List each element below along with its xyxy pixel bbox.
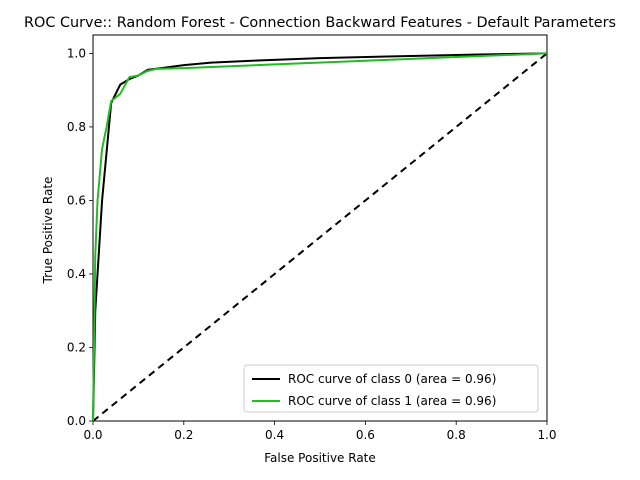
y-tick-label: 0.4 bbox=[67, 267, 86, 281]
plot-area bbox=[92, 34, 548, 422]
x-tick-label: 0.8 bbox=[447, 428, 466, 442]
chart-title: ROC Curve:: Random Forest - Connection B… bbox=[24, 15, 616, 31]
y-axis-label: True Positive Rate bbox=[41, 177, 55, 285]
roc-series-line-1 bbox=[92, 52, 548, 422]
legend: ROC curve of class 0 (area = 0.96) ROC cu… bbox=[243, 364, 539, 413]
x-tick-label: 0.6 bbox=[356, 428, 375, 442]
y-tick-label: 0.8 bbox=[67, 120, 86, 134]
y-tick-label: 1.0 bbox=[67, 46, 86, 60]
x-tick-label: 0.4 bbox=[265, 428, 284, 442]
random-chance-diagonal-line bbox=[92, 52, 548, 422]
axis-ticks: 0.0 0.2 0.4 0.6 0.8 1.0 0.0 0.2 0.4 0.6 0.8 1.0 bbox=[67, 46, 557, 442]
legend-label: ROC curve of class 1 (area = 0.96) bbox=[288, 394, 496, 408]
x-tick-label: 1.0 bbox=[537, 428, 556, 442]
y-tick-label: 0.2 bbox=[67, 340, 86, 354]
y-tick-label: 0.6 bbox=[67, 193, 86, 207]
x-tick-label: 0.0 bbox=[83, 428, 102, 442]
x-tick-label: 0.2 bbox=[174, 428, 193, 442]
x-axis-label: False Positive Rate bbox=[264, 451, 376, 465]
legend-box bbox=[243, 364, 539, 413]
y-tick-label: 0.0 bbox=[67, 414, 86, 428]
plot-frame bbox=[92, 34, 548, 422]
legend-label: ROC curve of class 0 (area = 0.96) bbox=[288, 372, 496, 386]
